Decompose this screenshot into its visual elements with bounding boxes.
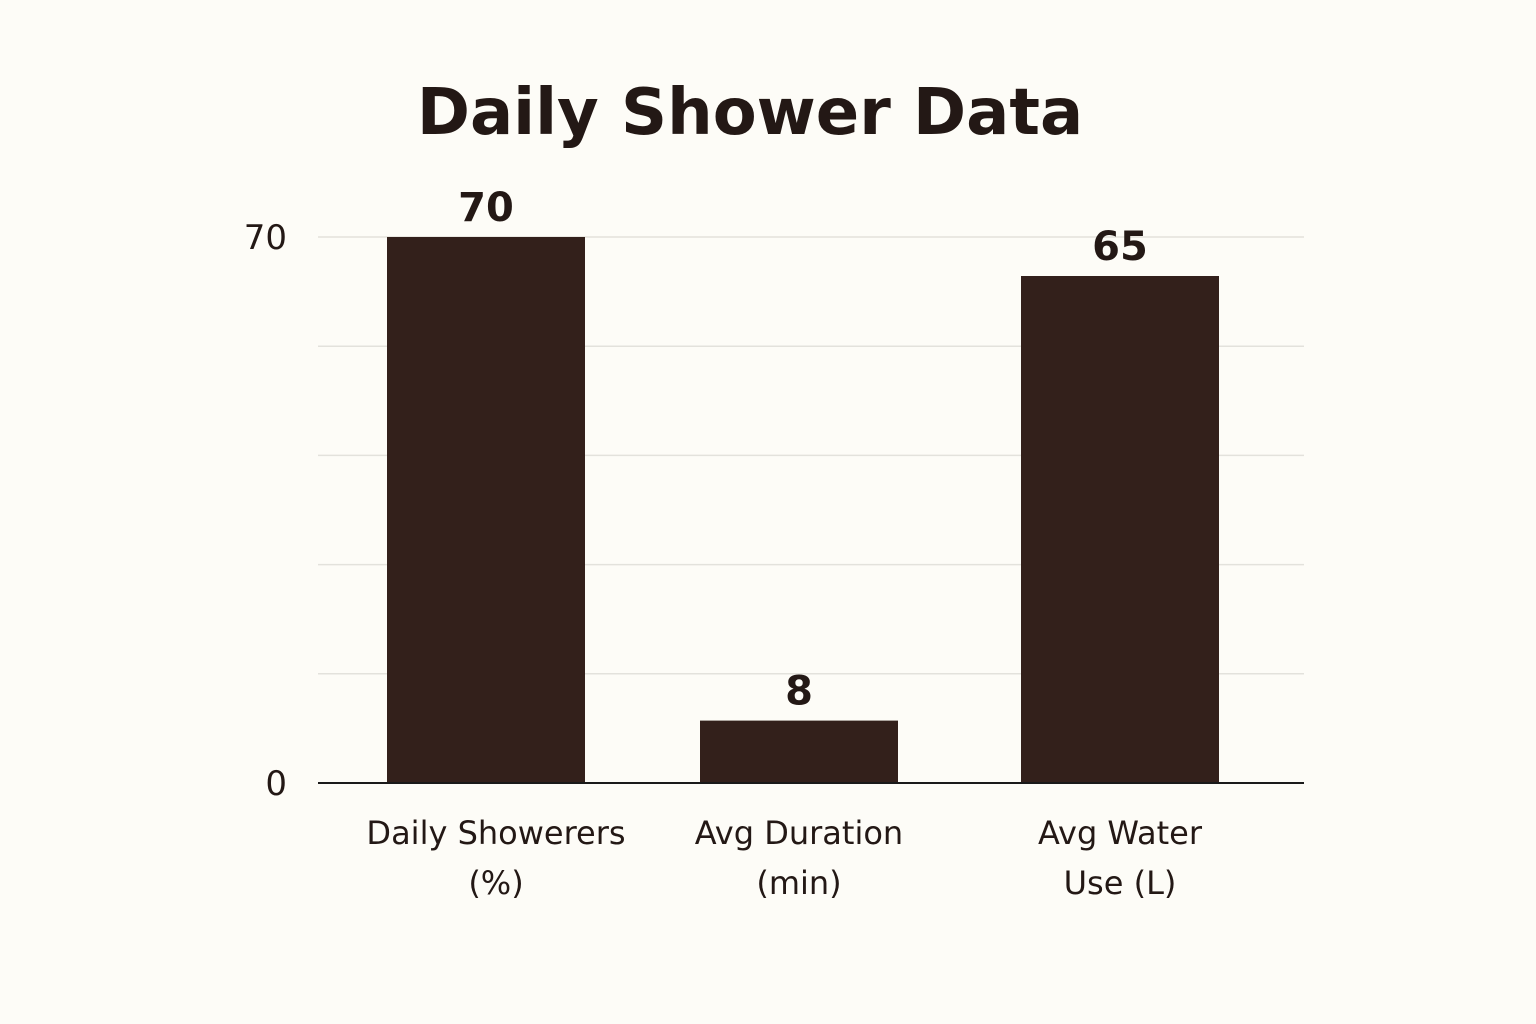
category-label-2-line-1: Use (L): [1064, 864, 1177, 902]
value-label-0: 70: [458, 185, 514, 231]
bar-0: [387, 237, 585, 783]
category-label-1-line-0: Avg Duration: [695, 814, 903, 852]
labels: 70 Daily Showerers (%) 8 Avg Duration (min) 65…: [244, 185, 1203, 902]
bar-1: [700, 720, 898, 783]
y-tick-label-1: 70: [244, 218, 287, 258]
value-label-1: 8: [785, 669, 813, 715]
category-label-0-line-1: (%): [468, 864, 523, 902]
y-tick-label-0: 0: [265, 764, 287, 804]
bar-2: [1021, 276, 1219, 783]
category-label-1-line-1: (min): [756, 864, 841, 902]
category-label-2-line-0: Avg Water: [1038, 814, 1203, 852]
bars: [387, 237, 1219, 783]
chart-title: Daily Shower Data: [417, 76, 1083, 150]
value-label-2: 65: [1092, 224, 1148, 270]
category-label-0-line-0: Daily Showerers: [366, 814, 625, 852]
